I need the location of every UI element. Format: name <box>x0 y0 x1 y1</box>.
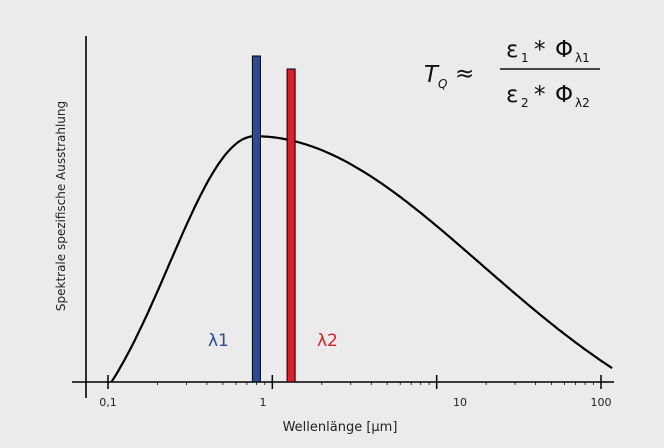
numerator-eps-sub: 1 <box>521 51 529 65</box>
lambda1-label: λ1 <box>208 331 229 351</box>
denominator-op: * <box>534 82 546 108</box>
denominator-phi: Φ <box>555 82 573 108</box>
y-axis-label: Spektrale spezifische Ausstrahlung <box>54 101 68 311</box>
formula-lhs-sub: Q <box>438 77 447 91</box>
formula-lhs: T <box>424 62 440 88</box>
numerator-phi-sub: λ1 <box>575 51 590 65</box>
numerator-eps: ε <box>506 37 518 63</box>
ratio-formula: T Q ≈ ε 1 * Φ λ1 ε 2 * Φ λ2 <box>424 37 600 110</box>
tick-label-100: 100 <box>591 396 612 409</box>
x-axis-ticks <box>107 375 602 389</box>
lambda1-band <box>251 55 261 383</box>
tick-label-10: 10 <box>453 396 467 409</box>
denominator-phi-sub: λ2 <box>575 96 590 110</box>
numerator-op: * <box>534 37 546 63</box>
numerator-phi: Φ <box>555 37 573 63</box>
x-axis-label: Wellenlänge [µm] <box>283 420 398 435</box>
lambda2-band <box>286 68 296 383</box>
radiation-curve <box>110 135 613 383</box>
tick-label-1: 1 <box>260 396 267 409</box>
lambda2-label: λ2 <box>317 331 338 351</box>
denominator-eps-sub: 2 <box>521 96 529 110</box>
tick-label-0.1: 0,1 <box>99 396 117 409</box>
formula-approx: ≈ <box>455 61 474 87</box>
denominator-eps: ε <box>506 82 518 108</box>
